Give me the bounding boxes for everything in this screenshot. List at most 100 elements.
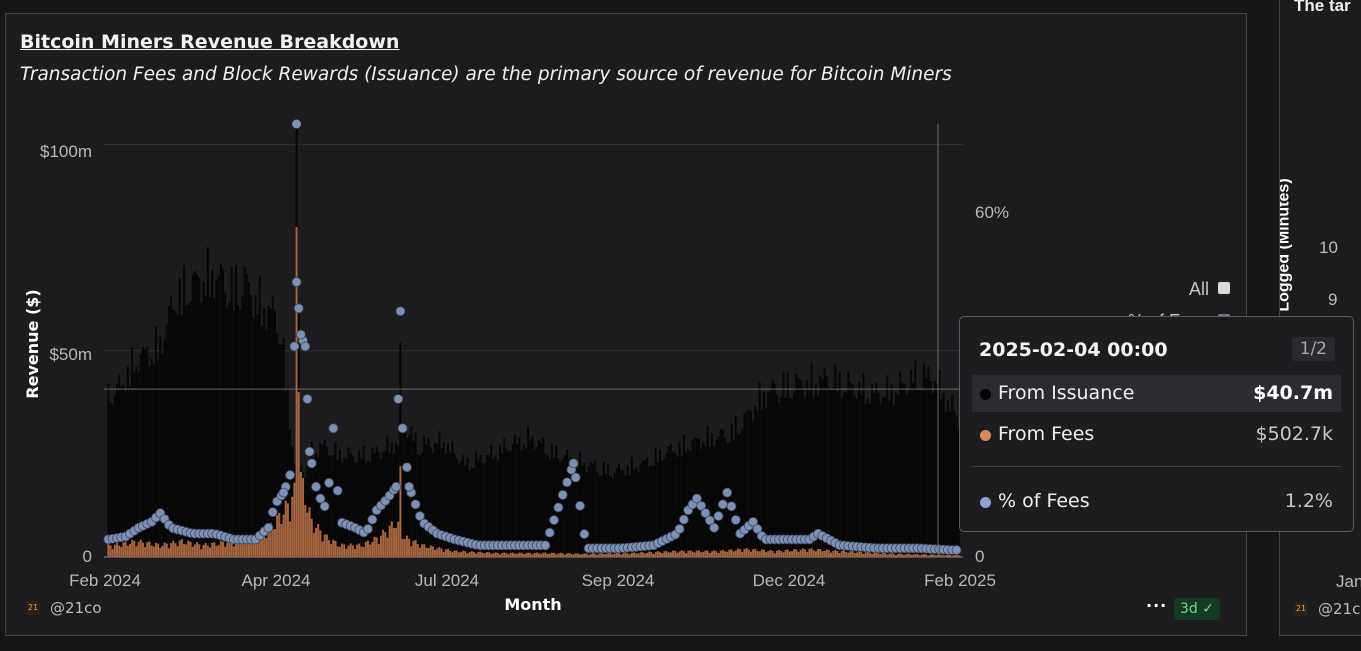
fees-bar bbox=[514, 553, 517, 557]
issuance-bar bbox=[392, 454, 395, 557]
issuance-bar bbox=[587, 466, 590, 557]
fees-bar bbox=[455, 550, 458, 557]
fees-bar bbox=[951, 555, 954, 557]
issuance-bar bbox=[522, 443, 525, 557]
issuance-bar bbox=[401, 428, 404, 557]
fees-bar bbox=[217, 545, 220, 557]
issuance-bar bbox=[797, 378, 800, 557]
issuance-bar bbox=[237, 305, 240, 557]
issuance-bar bbox=[801, 387, 804, 557]
fees-bar bbox=[113, 544, 116, 557]
fee-pct-point bbox=[289, 341, 300, 352]
issuance-bar bbox=[206, 246, 209, 557]
issuance-bar bbox=[271, 296, 274, 557]
fees-bar bbox=[328, 540, 331, 557]
fees-bar bbox=[920, 554, 923, 557]
fees-bar bbox=[137, 541, 140, 557]
revenue-chart[interactable]: $100m $50m 0 60% 0 Feb 2024 Apr 2024 Jul… bbox=[6, 14, 1247, 636]
issuance-bar bbox=[520, 450, 523, 557]
issuance-bar bbox=[769, 390, 772, 557]
tooltip-label: From Fees bbox=[998, 423, 1095, 445]
fee-pct-point bbox=[730, 515, 741, 525]
fees-bar bbox=[230, 541, 233, 557]
fees-bar bbox=[120, 546, 123, 557]
issuance-bar bbox=[907, 388, 910, 557]
issuance-bar bbox=[923, 364, 926, 557]
issuance-bar bbox=[775, 394, 778, 557]
issuance-bar bbox=[611, 478, 614, 557]
fees-bar bbox=[656, 551, 659, 557]
issuance-bar bbox=[343, 457, 346, 557]
issuance-bar bbox=[282, 336, 285, 557]
legend-all-swatch[interactable] bbox=[1218, 282, 1230, 294]
fees-bar bbox=[823, 550, 826, 557]
tooltip-pager[interactable]: 1/2 bbox=[1291, 337, 1335, 361]
fees-bar bbox=[401, 539, 404, 557]
freshness-badge[interactable]: 3d ✓ bbox=[1174, 598, 1220, 620]
issuance-bar bbox=[568, 459, 571, 557]
issuance-bar bbox=[791, 398, 794, 557]
fees-bar bbox=[868, 552, 871, 557]
fees-bar bbox=[592, 553, 594, 557]
fees-bar bbox=[163, 542, 166, 557]
fees-bar bbox=[379, 535, 382, 557]
fees-bar bbox=[765, 552, 768, 557]
issuance-bar bbox=[762, 391, 765, 557]
fees-bar bbox=[728, 549, 731, 557]
fee-pct-point bbox=[562, 477, 572, 488]
fees-bar bbox=[141, 542, 144, 557]
issuance-bar bbox=[254, 294, 257, 557]
fees-bar bbox=[395, 528, 398, 557]
issuance-bar bbox=[576, 468, 579, 557]
fees-bar bbox=[873, 552, 876, 557]
issuance-bar bbox=[397, 445, 400, 557]
fees-bar bbox=[795, 549, 798, 557]
fees-bar bbox=[429, 545, 432, 557]
issuance-bar bbox=[708, 446, 711, 557]
fees-bar bbox=[325, 534, 328, 557]
issuance-bar bbox=[682, 435, 685, 557]
fees-bar bbox=[598, 553, 601, 557]
fees-bar bbox=[931, 554, 934, 557]
fees-bar bbox=[516, 553, 519, 557]
issuance-bar bbox=[388, 452, 391, 557]
issuance-bar bbox=[773, 383, 776, 557]
fee-pct-point bbox=[722, 487, 733, 498]
issuance-bar bbox=[570, 457, 573, 557]
issuance-bar bbox=[877, 393, 880, 557]
issuance-bar bbox=[315, 453, 318, 557]
issuance-bar bbox=[933, 381, 936, 557]
fee-pct-point bbox=[579, 529, 590, 539]
fee-pct-point bbox=[302, 394, 313, 404]
fees-bar bbox=[856, 552, 858, 557]
issuance-bar bbox=[375, 446, 378, 557]
fee-pct-point bbox=[311, 481, 321, 492]
issuance-bar bbox=[823, 367, 826, 557]
legend-all-label[interactable]: All bbox=[1189, 279, 1209, 299]
issuance-bar bbox=[767, 392, 770, 557]
more-options-button[interactable]: ··· bbox=[1146, 596, 1168, 615]
issuance-bar bbox=[598, 475, 601, 557]
issuance-bar bbox=[572, 468, 575, 557]
adjacent-author-handle[interactable]: @21c bbox=[1318, 600, 1361, 618]
fees-bar bbox=[780, 551, 783, 557]
issuance-bar bbox=[918, 388, 921, 557]
fees-bar bbox=[498, 554, 501, 557]
y2-tick-0: 0 bbox=[975, 547, 984, 566]
fees-bar bbox=[561, 553, 564, 557]
issuance-bar bbox=[871, 384, 874, 557]
fee-pct-point bbox=[553, 502, 564, 513]
chart-title[interactable]: Bitcoin Miners Revenue Breakdown bbox=[20, 31, 400, 53]
issuance-bar bbox=[771, 380, 774, 557]
issuance-bar bbox=[364, 463, 367, 557]
issuance-bar bbox=[429, 447, 432, 557]
fees-bar bbox=[767, 551, 770, 557]
fees-bar bbox=[676, 552, 679, 557]
issuance-bar bbox=[925, 377, 928, 557]
fee-pct-dot-icon bbox=[980, 497, 991, 508]
fees-bar bbox=[615, 552, 618, 557]
fees-bar bbox=[481, 552, 484, 557]
issuance-bar bbox=[890, 384, 893, 557]
fees-bar bbox=[847, 552, 850, 557]
author-handle[interactable]: @21co bbox=[50, 599, 102, 617]
